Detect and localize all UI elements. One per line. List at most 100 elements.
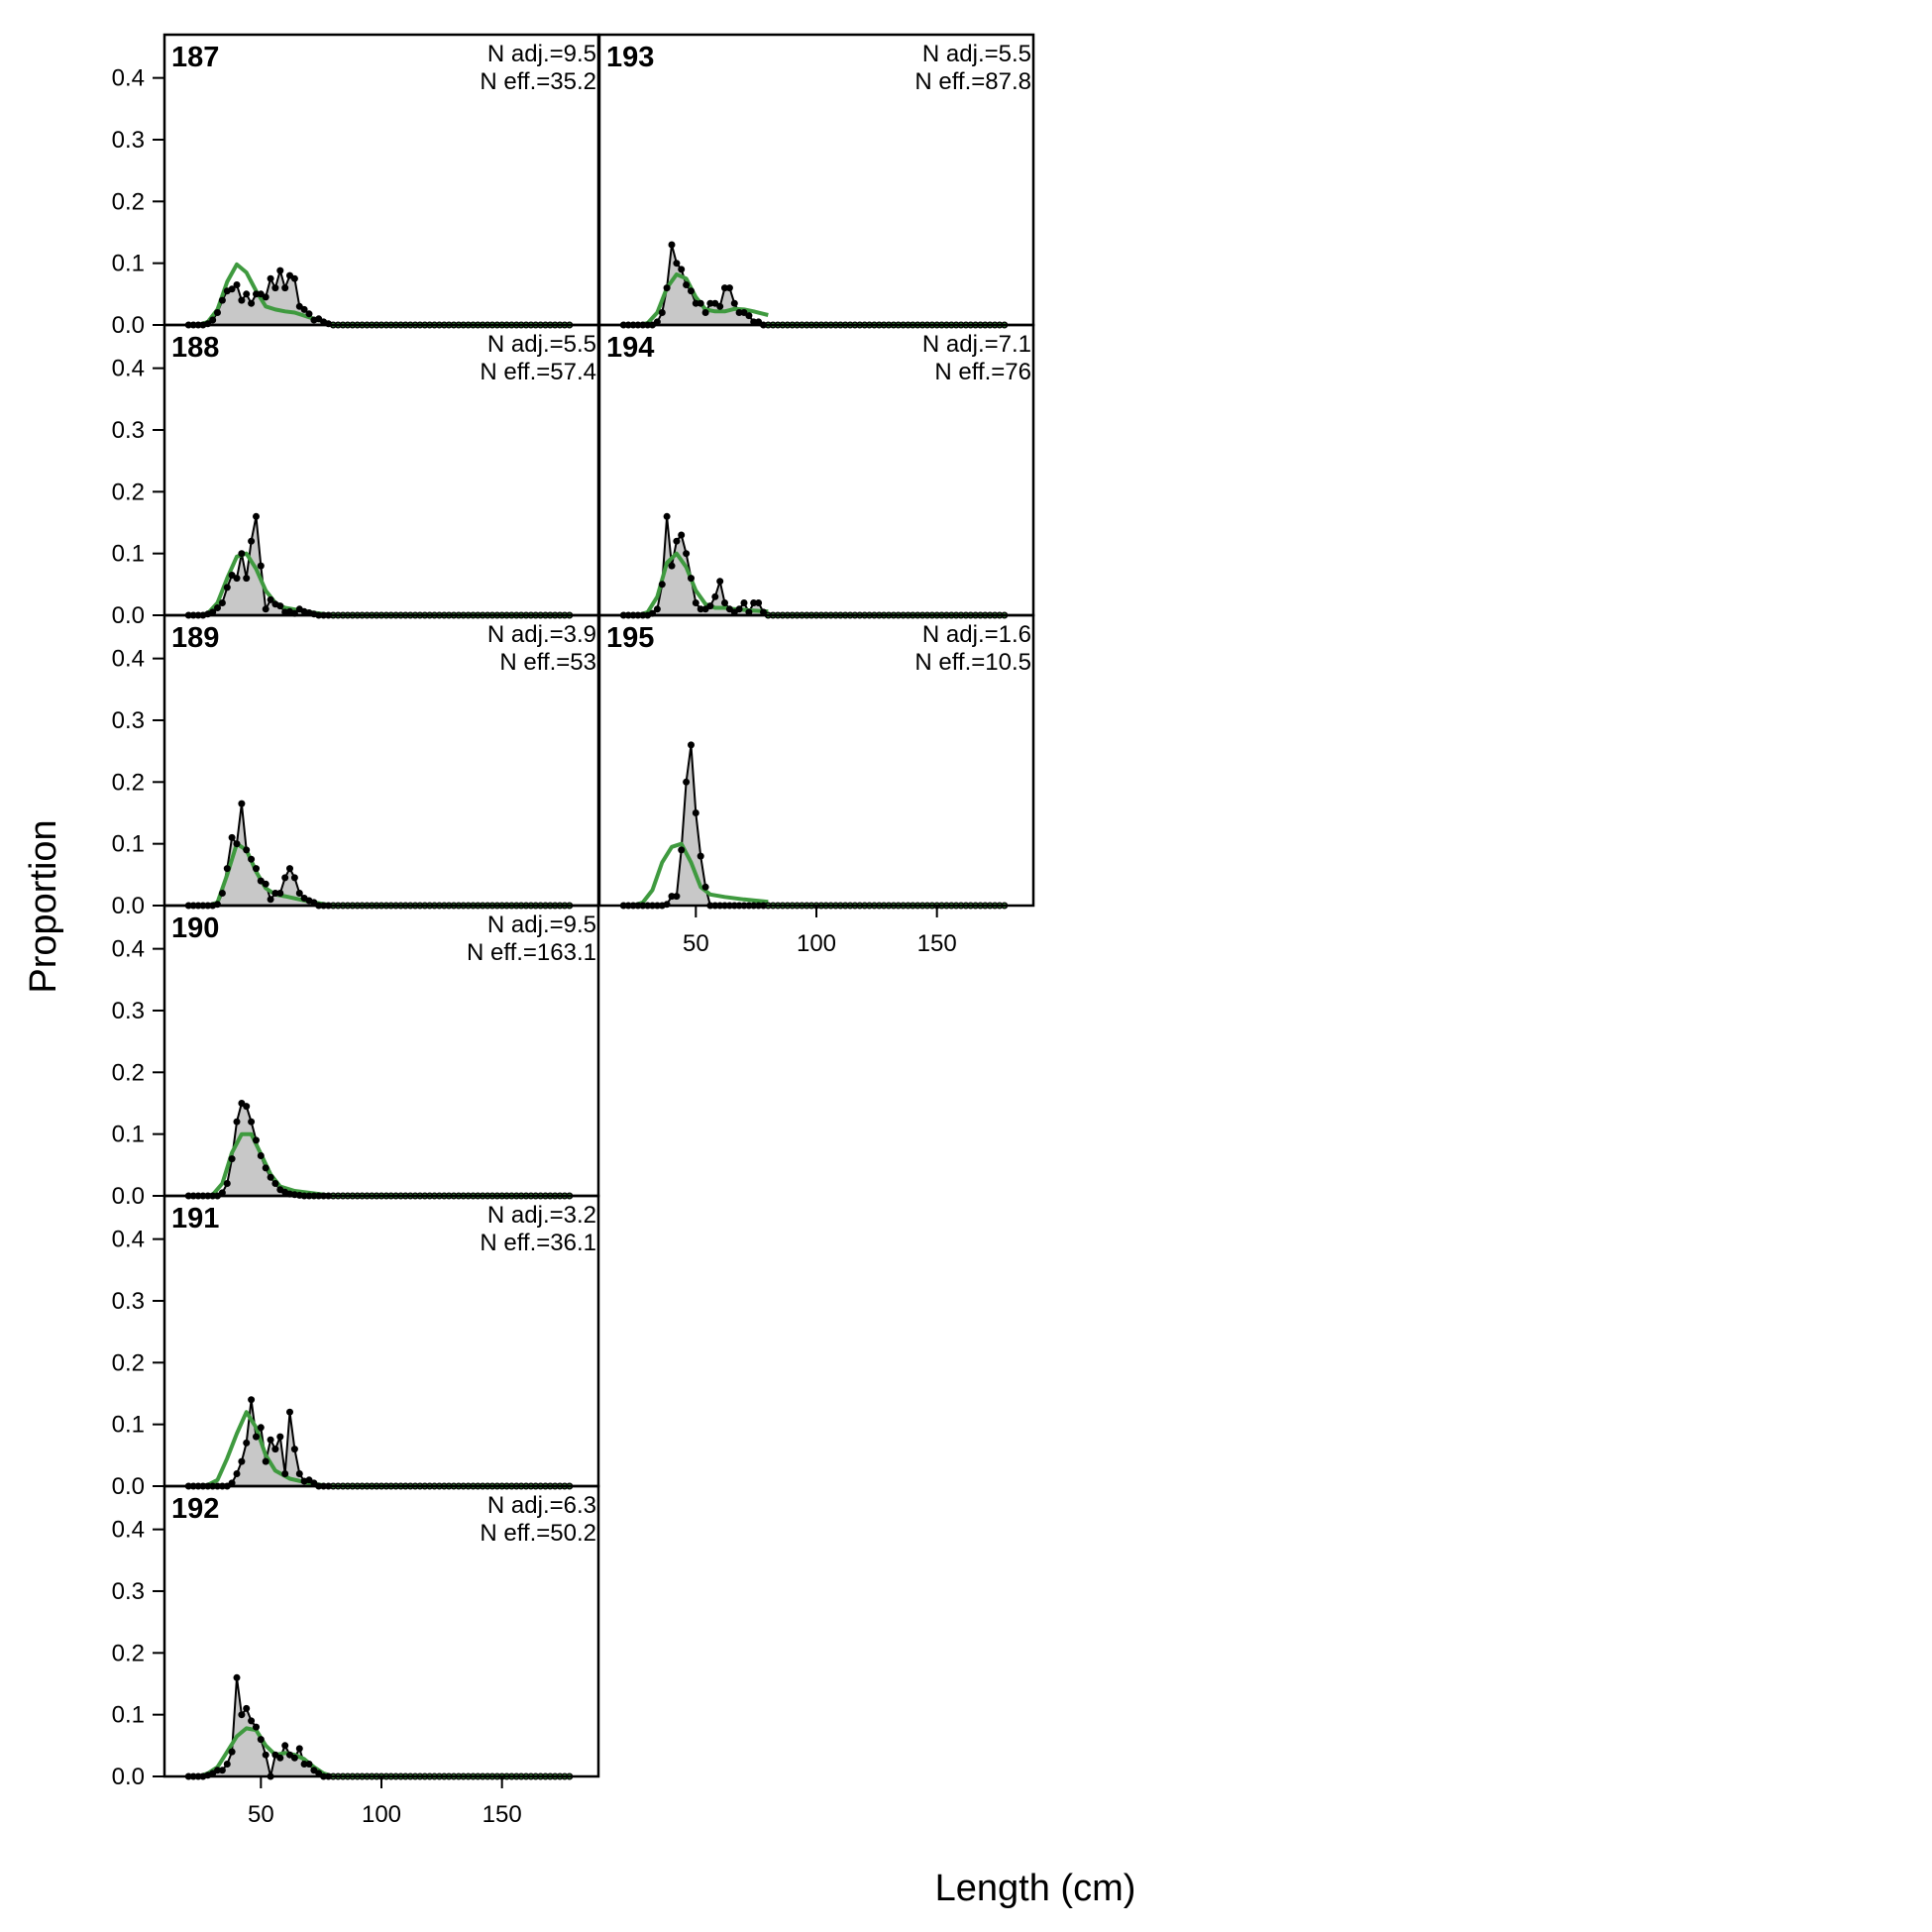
y-axis-title: Proportion [23, 819, 64, 993]
y-tick-label: 0.2 [112, 188, 145, 215]
observed-point [658, 309, 666, 316]
observed-point [281, 874, 289, 882]
y-tick-label: 0.0 [112, 1183, 145, 1210]
observed-point [267, 896, 274, 904]
observed-point [683, 281, 691, 288]
observed-point [653, 318, 661, 326]
observed-point [262, 1164, 269, 1172]
observed-point [223, 865, 231, 873]
observed-point [668, 562, 676, 570]
y-tick-label: 0.2 [112, 1059, 145, 1086]
panel-label: 190 [171, 912, 219, 944]
observed-point [267, 595, 274, 603]
observed-point [688, 575, 695, 583]
observed-point [223, 584, 231, 591]
observed-point [253, 512, 260, 520]
panel-label: 187 [171, 42, 219, 73]
panel-189: 189 N adj.=3.9N eff.=53 0.0 0.1 0.2 0.3 0.4 [112, 613, 600, 919]
n-adj-label: N adj.=5.5 [487, 331, 596, 358]
y-tick-label: 0.2 [112, 479, 145, 505]
observed-point [233, 575, 241, 583]
observed-point [290, 874, 298, 882]
observed-point [673, 537, 681, 545]
observed-point [706, 299, 714, 307]
observed-point [271, 284, 279, 292]
observed-point [697, 852, 704, 860]
y-tick-label: 0.3 [112, 707, 145, 734]
observed-point [233, 1673, 241, 1681]
observed-point [658, 581, 666, 589]
observed-point [286, 865, 293, 873]
observed-point [228, 1155, 236, 1163]
expected-line [632, 841, 769, 908]
observed-point [248, 1717, 256, 1725]
observed-point [253, 290, 260, 298]
n-eff-label: N eff.=10.5 [914, 649, 1031, 676]
observed-point [716, 302, 724, 310]
y-tick-label: 0.3 [112, 1578, 145, 1605]
observed-point [218, 1189, 226, 1197]
observed-point [214, 309, 221, 316]
observed-point [262, 1751, 269, 1759]
observed-point [262, 880, 269, 888]
panel-191: 191 N adj.=3.2N eff.=36.1 0.0 0.1 0.2 0.3 0.4 [112, 1194, 600, 1500]
panel-194: 194 N adj.=7.1N eff.=76 [597, 323, 1035, 619]
observed-point [218, 890, 226, 897]
x-axis-title: Length (cm) [935, 1868, 1136, 1909]
observed-point [253, 865, 260, 873]
y-tick-label: 0.3 [112, 417, 145, 444]
panel-187: 187 N adj.=9.5N eff.=35.2 0.0 0.1 0.2 0.3 0.4 [112, 33, 600, 339]
observed-point [253, 1136, 260, 1144]
observed-point [257, 1152, 265, 1159]
panel-label: 194 [606, 332, 654, 364]
observed-point [688, 287, 695, 295]
observed-point [271, 1446, 279, 1453]
observed-point [740, 599, 748, 606]
observed-point [750, 599, 758, 606]
y-tick-label: 0.0 [112, 312, 145, 339]
observed-point [295, 1470, 303, 1477]
expected-line [202, 1131, 334, 1198]
observed-area [623, 245, 1005, 325]
observed-point [276, 1754, 284, 1762]
observed-point [262, 293, 269, 301]
observed-point [243, 575, 251, 583]
y-tick-label: 0.2 [112, 1640, 145, 1666]
observed-point [286, 1408, 293, 1416]
observed-point [233, 1470, 241, 1477]
panel-label: 193 [606, 42, 654, 73]
y-tick-label: 0.0 [112, 1473, 145, 1500]
observed-point [233, 281, 241, 288]
observed-point [290, 274, 298, 282]
n-adj-label: N adj.=7.1 [922, 331, 1031, 358]
observed-point [214, 604, 221, 611]
observed-point [668, 241, 676, 249]
observed-point [209, 316, 217, 324]
n-eff-label: N eff.=50.2 [480, 1520, 596, 1547]
observed-point [267, 1436, 274, 1444]
y-tick-label: 0.4 [112, 936, 145, 963]
observed-area [188, 270, 570, 325]
observed-point [300, 305, 308, 313]
y-tick-label: 0.1 [112, 1412, 145, 1439]
y-tick-label: 0.3 [112, 998, 145, 1024]
observed-point [243, 290, 251, 298]
observed-point [745, 312, 753, 320]
y-tick-label: 0.0 [112, 602, 145, 629]
y-tick-label: 0.1 [112, 541, 145, 568]
observed-point [228, 285, 236, 293]
observed-point [706, 602, 714, 610]
observed-point [730, 299, 738, 307]
observed-point [701, 883, 709, 891]
observed-point [238, 1457, 246, 1465]
n-adj-label: N adj.=6.3 [487, 1492, 596, 1519]
panel-192: 192 N adj.=6.3N eff.=50.2 0.0 0.1 0.2 0.3 0.4 5… [112, 1484, 600, 1828]
y-tick-label: 0.1 [112, 251, 145, 277]
panel-label: 195 [606, 622, 654, 654]
observed-area [623, 744, 1005, 906]
observed-point [223, 1761, 231, 1768]
observed-point [248, 299, 256, 307]
observed-point [678, 846, 686, 854]
observed-point [248, 537, 256, 545]
observed-area [623, 516, 1005, 615]
